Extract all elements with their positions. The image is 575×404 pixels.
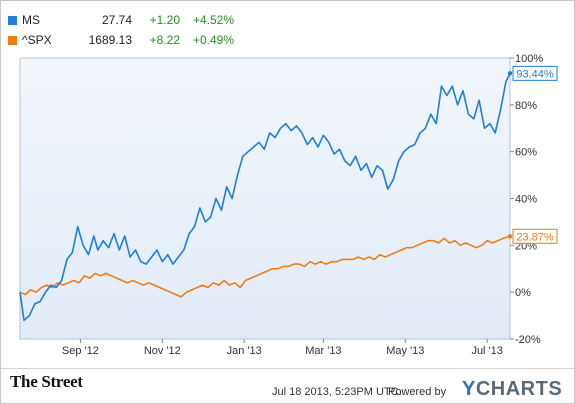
x-axis: Sep '12 Nov '12 Jan '13 Mar '13 May '13 Jul '…	[62, 339, 503, 357]
end-value-box	[512, 65, 558, 81]
ycharts-logo-rest: CHARTS	[475, 378, 563, 400]
legend-symbol: MS	[22, 13, 40, 27]
ycharts-logo-y: Y	[462, 378, 476, 400]
series-line-spx	[19, 235, 511, 298]
legend-row-spx: ^SPX 1689.13 +8.22 +0.49%	[8, 30, 234, 50]
series-end-point	[507, 71, 513, 76]
series-line-ms	[19, 73, 511, 322]
x-tick-label: Sep '12	[62, 345, 99, 357]
spx-color-swatch	[8, 35, 17, 45]
footer-divider	[1, 368, 574, 369]
legend-change: +8.22	[149, 33, 180, 47]
legend: MS 27.74 +1.20 +4.52% ^SPX 1689.13 +8.22…	[8, 10, 234, 50]
y-tick-label: 100%	[515, 53, 543, 65]
ycharts-logo: YCHARTS	[462, 378, 562, 401]
x-tick-label: Jan '13	[227, 345, 262, 357]
legend-pct-change: +4.52%	[192, 13, 234, 27]
legend-price: 1689.13	[88, 33, 132, 47]
y-tick-label: 40%	[515, 194, 537, 206]
series-group	[19, 73, 511, 322]
powered-by-text: Powered by	[388, 386, 447, 398]
y-tick-label: -20%	[515, 334, 541, 346]
x-tick-label: Mar '13	[305, 345, 341, 357]
ms-color-swatch	[8, 15, 17, 25]
end-value-label: 93.44%	[516, 68, 554, 80]
end-value-label: 23.87%	[516, 231, 554, 243]
y-tick-label: 80%	[515, 100, 537, 112]
x-tick-label: Nov '12	[144, 345, 181, 357]
end-labels: 93.44% 23.87%	[507, 65, 558, 244]
y-tick-label: 60%	[515, 147, 537, 159]
x-tick-label: May '13	[386, 345, 424, 357]
timestamp: Jul 18 2013, 5:23PM UTC.	[272, 386, 402, 398]
y-tick-label: 0%	[515, 287, 531, 299]
end-value-box	[512, 228, 558, 244]
legend-symbol: ^SPX	[22, 33, 52, 47]
thestreet-logo: The Street	[10, 372, 83, 391]
legend-price: 27.74	[101, 13, 132, 27]
line-chart: 100%80%60%40%20%0%-20% Sep '12 Nov '12 Jan…	[19, 53, 558, 357]
legend-pct-change: +0.49%	[192, 33, 234, 47]
x-tick-label: Jul '13	[471, 345, 502, 357]
series-end-point	[507, 234, 513, 239]
plot-area	[19, 57, 511, 340]
legend-row-ms: MS 27.74 +1.20 +4.52%	[8, 10, 234, 30]
y-axis: 100%80%60%40%20%0%-20%	[510, 53, 543, 346]
legend-change: +1.20	[149, 13, 180, 27]
